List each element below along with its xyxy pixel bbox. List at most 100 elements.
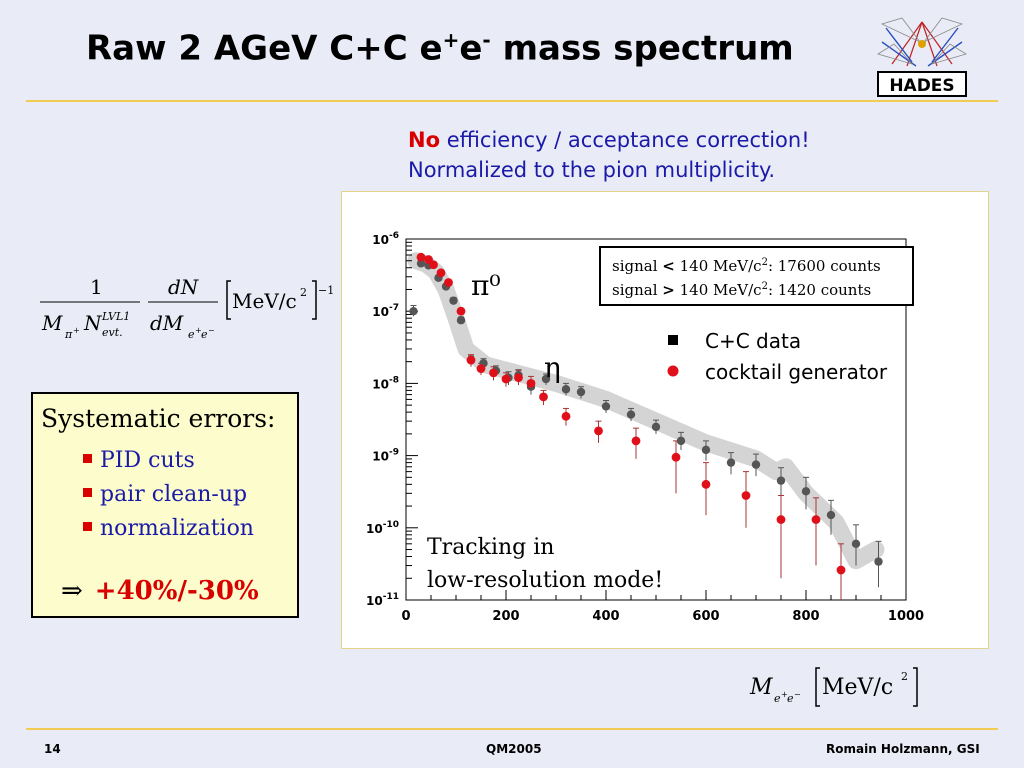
y-tick-label: 10-10: [366, 520, 399, 536]
tracking-annotation-line-1: Tracking in: [427, 535, 554, 560]
x-tick-label: 1000: [888, 609, 924, 624]
svg-text:N: N: [83, 311, 103, 335]
x-tick-label: 200: [492, 609, 519, 624]
cocktail-point: [701, 479, 711, 489]
note-no: No: [408, 128, 441, 152]
svg-text:1: 1: [90, 275, 103, 299]
data-point: [676, 436, 686, 446]
bullet-square-icon: [83, 521, 92, 531]
data-point: [541, 374, 551, 384]
footer-divider: [26, 728, 998, 730]
list-item: normalization: [83, 512, 254, 546]
data-point: [801, 487, 811, 496]
x-tick-label: 600: [692, 609, 719, 624]
author-label: Romain Holzmann, GSI: [826, 742, 980, 756]
svg-text:e: e: [201, 328, 208, 341]
data-point: [874, 557, 883, 566]
data-point: [776, 476, 786, 485]
eta-annotation: η: [544, 351, 561, 384]
hades-logo: HADES: [877, 17, 967, 97]
data-point: [851, 539, 861, 549]
cocktail-point: [444, 278, 453, 287]
data-point: [449, 296, 458, 305]
cocktail-point: [429, 260, 438, 270]
data-point: [626, 410, 636, 419]
correction-note: No efficiency / acceptance correction! N…: [408, 125, 810, 185]
cocktail-point: [539, 392, 548, 402]
x-tick-label: 800: [792, 609, 819, 624]
tracking-annotation-line-2: low-resolution mode!: [427, 568, 663, 593]
svg-text:−1: −1: [318, 284, 334, 297]
cocktail-point: [416, 252, 426, 262]
cocktail-point: [456, 306, 466, 316]
svg-text:M: M: [749, 675, 773, 700]
y-axis-formula: 1 M π + N LVL1 evt. dN dM e + e − MeV/c …: [40, 275, 334, 341]
note-line-1: No efficiency / acceptance correction!: [408, 128, 810, 152]
svg-text:e: e: [774, 692, 781, 705]
list-item: PID cuts: [83, 444, 254, 478]
slide-title: Raw 2 AGeV C+C e+e- mass spectrum: [86, 28, 794, 69]
y-tick-label: 10-6: [372, 231, 399, 247]
cocktail-point: [811, 515, 821, 524]
cocktail-point: [501, 374, 511, 384]
svg-text:+: +: [73, 326, 80, 335]
title-divider: [26, 100, 998, 102]
cocktail-point: [836, 565, 846, 575]
counts-info-box: [599, 246, 914, 306]
data-point: [651, 422, 661, 432]
data-point: [456, 316, 466, 325]
cocktail-point: [514, 373, 523, 383]
cocktail-point: [776, 515, 786, 524]
list-item: pair clean-up: [83, 478, 254, 512]
data-point: [561, 385, 571, 394]
note-line-2: Normalized to the pion multiplicity.: [408, 158, 776, 182]
svg-text:e: e: [787, 692, 794, 705]
data-point: [601, 402, 611, 411]
y-tick-label: 10-8: [372, 375, 399, 391]
data-point: [416, 259, 426, 268]
conference-label: QM2005: [486, 742, 542, 756]
svg-text:MeV/c: MeV/c: [232, 289, 297, 313]
svg-text:π: π: [64, 328, 73, 341]
data-point: [726, 458, 736, 467]
svg-text:LVL1: LVL1: [101, 310, 130, 323]
pi0-annotation: π⁰: [471, 269, 501, 302]
cocktail-point: [489, 368, 498, 378]
svg-text:−: −: [208, 326, 215, 335]
cocktail-point: [436, 268, 446, 278]
systematics-result: ⇒ +40%/-30%: [61, 576, 259, 606]
legend: C+C data cocktail generator: [667, 329, 888, 384]
x-tick-label: 400: [592, 609, 619, 624]
svg-text:MeV/c: MeV/c: [822, 675, 893, 700]
cocktail-point: [741, 491, 751, 500]
info-line-2: signal > 140 MeV/c2: 1420 counts: [612, 281, 871, 299]
data-point: [701, 445, 711, 455]
svg-text:+: +: [781, 690, 788, 699]
implies-arrow-icon: ⇒: [61, 576, 83, 606]
systematics-list: PID cuts pair clean-up normalization: [83, 444, 254, 546]
svg-text:e: e: [188, 328, 195, 341]
x-axis-formula: M e + e − MeV/c 2: [749, 667, 918, 707]
systematics-heading: Systematic errors:: [41, 404, 276, 433]
bullet-square-icon: [83, 487, 92, 497]
legend-label-data: C+C data: [705, 329, 801, 353]
x-tick-label: 0: [401, 609, 410, 624]
info-line-1: signal < 140 MeV/c2: 17600 counts: [612, 257, 881, 275]
y-tick-label: 10-7: [372, 303, 399, 319]
cocktail-point: [594, 426, 603, 436]
data-point: [576, 387, 586, 397]
svg-text:2: 2: [901, 670, 908, 683]
svg-text:2: 2: [300, 286, 307, 299]
cocktail-point: [631, 436, 641, 446]
data-point: [751, 460, 761, 469]
svg-text:+: +: [195, 326, 202, 335]
svg-text:−: −: [794, 690, 801, 699]
cocktail-point: [561, 411, 571, 421]
data-point: [826, 510, 836, 520]
page-number: 14: [44, 742, 61, 756]
cocktail-point: [466, 355, 476, 365]
legend-label-cocktail: cocktail generator: [705, 360, 888, 384]
bullet-square-icon: [83, 453, 92, 463]
y-tick-label: 10-11: [366, 592, 399, 608]
logo-text: HADES: [889, 76, 954, 96]
